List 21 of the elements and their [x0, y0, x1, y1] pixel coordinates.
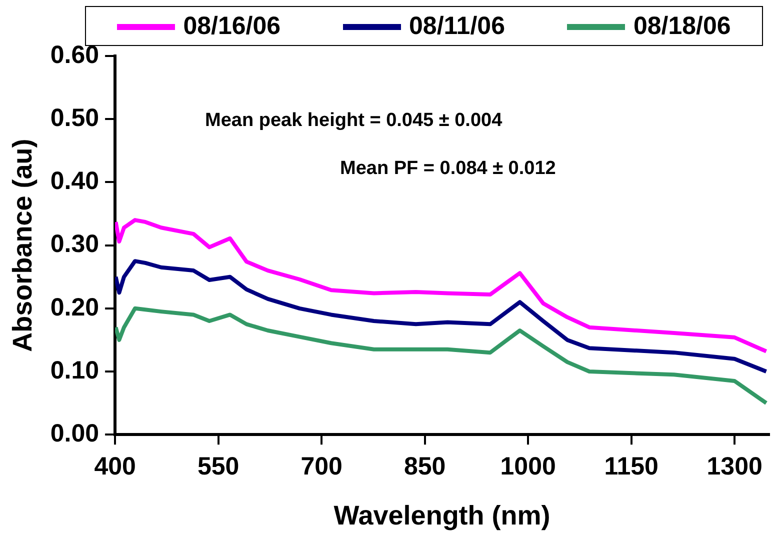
- x-tick-label: 400: [94, 452, 136, 480]
- x-tick-label: 850: [404, 452, 446, 480]
- x-tick-label: 550: [197, 452, 240, 480]
- x-tick-label: 1300: [706, 452, 762, 480]
- legend-label: 08/11/06: [408, 12, 505, 40]
- y-tick-label: 0.00: [50, 419, 100, 448]
- y-tick-label: 0.60: [50, 40, 100, 69]
- annotation: Mean PF = 0.084 ± 0.012: [340, 158, 556, 180]
- x-axis-title: Wavelength (nm): [334, 500, 550, 530]
- y-tick-label: 0.30: [50, 230, 100, 258]
- annotation: Mean peak height = 0.045 ± 0.004: [205, 110, 502, 132]
- y-tick-label: 0.50: [50, 104, 100, 132]
- x-tick-label: 700: [300, 452, 342, 480]
- y-tick-label: 0.20: [50, 293, 100, 322]
- x-tick-label: 1000: [500, 452, 556, 480]
- y-tick-label: 0.10: [50, 356, 100, 384]
- y-axis-title: Absorbance (au): [8, 138, 38, 352]
- legend-label: 08/18/06: [632, 12, 731, 40]
- legend-label: 08/16/06: [182, 12, 281, 40]
- y-tick-label: 0.40: [50, 167, 100, 196]
- x-tick-label: 1150: [604, 452, 658, 480]
